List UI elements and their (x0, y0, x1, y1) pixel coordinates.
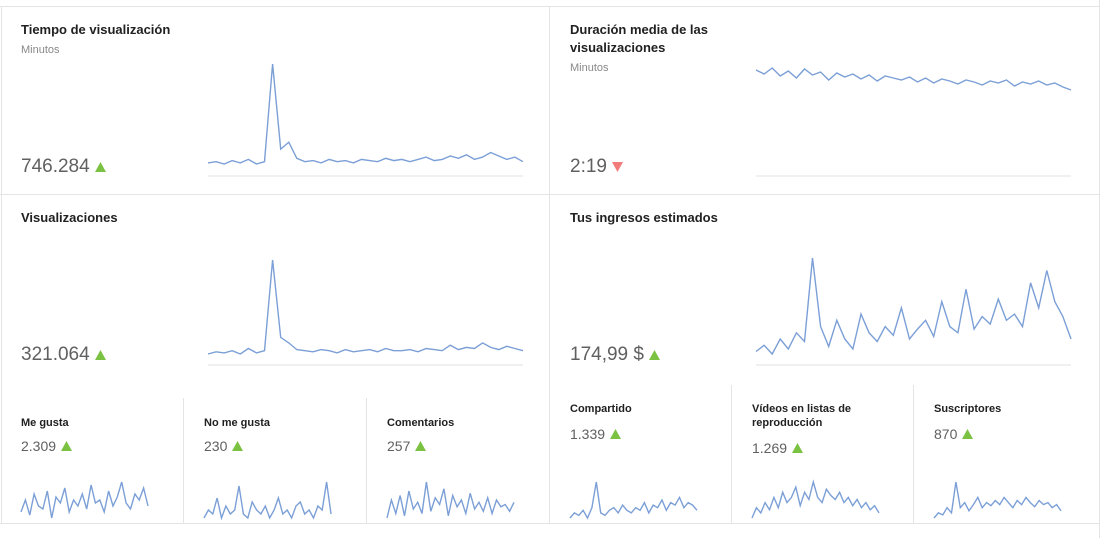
sparkline (569, 481, 698, 520)
sparkline (751, 479, 880, 519)
card-title: Vídeos en listas de reproducción (752, 403, 852, 429)
trend-arrow (610, 429, 622, 439)
metric-value: 870 (934, 426, 974, 442)
metric-card: Tus ingresos estimados 174,99 $ (549, 194, 1099, 385)
value-text: 2:19 (570, 156, 607, 177)
divider (366, 398, 367, 523)
metric-card: Me gusta 2.309 (0, 398, 183, 523)
sparkline (386, 481, 515, 519)
metric-value: 1.339 (570, 426, 622, 442)
trend-icon (61, 441, 73, 451)
metric-value: 1.269 (752, 440, 804, 456)
sparkline-line (207, 63, 524, 165)
sparkline-line (755, 257, 1072, 356)
sparkline-line (569, 481, 698, 520)
trend-icon (611, 162, 623, 172)
metric-value: 2:19 (570, 156, 623, 178)
card-title: Tus ingresos estimados (570, 210, 718, 225)
value-text: 321.064 (21, 344, 90, 365)
trend-arrow (94, 162, 106, 172)
sparkline (207, 259, 524, 366)
trend-icon (232, 441, 244, 451)
value-text: 230 (204, 438, 228, 454)
trend-arrow (94, 350, 106, 360)
trend-icon (610, 429, 622, 439)
sparkline-line (20, 481, 149, 519)
divider (731, 385, 732, 523)
trend-icon (94, 162, 106, 172)
divider (183, 398, 184, 523)
value-text: 2.309 (21, 438, 57, 454)
card-title: Duración media de las visualizaciones (570, 22, 708, 55)
divider (549, 6, 550, 523)
card-title: Comentarios (387, 417, 455, 429)
trend-arrow (792, 443, 804, 453)
trend-arrow (61, 441, 73, 451)
metric-value: 257 (387, 438, 427, 454)
sparkline (207, 63, 524, 177)
value-text: 257 (387, 438, 411, 454)
sparkline (755, 257, 1072, 366)
card-subtitle: Minutos (21, 44, 60, 56)
card-title: No me gusta (204, 417, 271, 429)
trend-icon (792, 443, 804, 453)
trend-icon (94, 350, 106, 360)
sparkline (755, 67, 1072, 177)
divider (0, 523, 1099, 524)
sparkline-line (386, 481, 515, 519)
trend-arrow (415, 441, 427, 451)
metric-card: Compartido 1.339 (549, 385, 731, 520)
sparkline-line (751, 479, 880, 519)
metric-value: 321.064 (21, 344, 106, 366)
trend-icon (415, 441, 427, 451)
divider (1, 6, 2, 523)
value-text: 870 (934, 426, 958, 442)
metric-card: Suscriptores 870 (913, 385, 1099, 519)
card-subtitle: Minutos (570, 62, 609, 74)
trend-arrow (232, 441, 244, 451)
divider (913, 385, 914, 523)
value-text: 174,99 $ (570, 344, 644, 365)
divider (1099, 0, 1100, 538)
trend-arrow (611, 162, 623, 172)
sparkline (203, 481, 332, 521)
metric-card: Tiempo de visualización Minutos 746.284 (0, 6, 549, 194)
sparkline-line (207, 259, 524, 355)
card-title: Me gusta (21, 417, 69, 429)
sparkline-line (203, 481, 332, 521)
metric-card: Visualizaciones 321.064 (0, 194, 549, 385)
card-title: Suscriptores (934, 403, 1002, 415)
sparkline (933, 481, 1062, 519)
metric-card: No me gusta 230 (183, 398, 366, 523)
metric-card: Duración media de las visualizaciones Min… (549, 6, 1099, 194)
trend-arrow (648, 350, 660, 360)
sparkline-line (755, 67, 1072, 91)
card-title: Compartido (570, 403, 632, 415)
metric-value: 174,99 $ (570, 344, 660, 366)
sparkline (20, 481, 149, 519)
card-title: Tiempo de visualización (21, 22, 171, 37)
value-text: 1.269 (752, 440, 788, 456)
trend-icon (962, 429, 974, 439)
metric-value: 746.284 (21, 156, 106, 178)
trend-arrow (962, 429, 974, 439)
metric-card: Vídeos en listas de reproducción 1.269 (731, 385, 913, 519)
metric-card: Comentarios 257 (366, 398, 549, 523)
card-title: Visualizaciones (21, 210, 118, 225)
value-text: 1.339 (570, 426, 606, 442)
value-text: 746.284 (21, 156, 90, 177)
metric-value: 2.309 (21, 438, 73, 454)
sparkline-line (933, 481, 1062, 519)
trend-icon (648, 350, 660, 360)
metric-value: 230 (204, 438, 244, 454)
